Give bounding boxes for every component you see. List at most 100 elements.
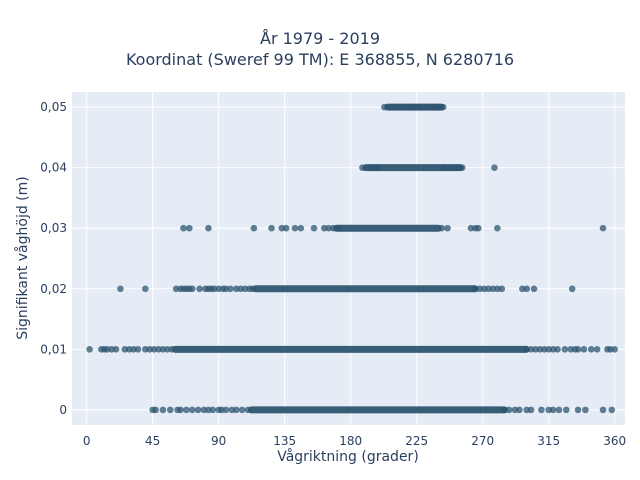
- data-point: [611, 346, 619, 353]
- data-point: [516, 406, 523, 414]
- data-point: [394, 103, 401, 111]
- data-point: [530, 285, 538, 293]
- data-point: [244, 406, 252, 414]
- dense-point-cluster: [252, 285, 479, 293]
- data-point: [527, 406, 535, 414]
- data-point: [549, 406, 557, 414]
- data-point: [177, 406, 184, 414]
- dense-point-cluster: [333, 224, 442, 232]
- x-tick-label: 90: [211, 434, 226, 448]
- data-point: [538, 406, 545, 414]
- y-tick-label: 0,05: [40, 100, 67, 114]
- data-point: [593, 346, 601, 353]
- data-point: [561, 346, 569, 353]
- data-point: [188, 285, 196, 293]
- y-tick-label: 0: [59, 403, 67, 417]
- plot-area: [72, 92, 625, 425]
- x-tick-label: 45: [145, 434, 160, 448]
- data-point: [205, 224, 212, 232]
- data-point: [580, 346, 588, 353]
- data-point: [249, 285, 256, 293]
- data-point: [505, 406, 513, 414]
- data-point: [523, 285, 531, 293]
- data-point: [554, 346, 561, 353]
- data-point: [335, 224, 343, 232]
- x-tick-label: 225: [405, 434, 428, 448]
- data-point: [438, 224, 445, 232]
- data-point: [180, 224, 187, 232]
- data-point: [222, 406, 230, 414]
- chart-title-line-2: Koordinat (Sweref 99 TM): E 368855, N 62…: [125, 50, 515, 69]
- data-point: [159, 406, 167, 414]
- data-point: [366, 164, 374, 171]
- data-point: [429, 103, 437, 111]
- data-point: [582, 406, 589, 414]
- x-tick-label: 180: [339, 434, 362, 448]
- data-point: [563, 406, 570, 414]
- data-point: [599, 406, 607, 414]
- x-axis-label: Vågriktning (grader): [277, 448, 419, 465]
- data-point: [423, 103, 431, 111]
- data-point: [194, 406, 202, 414]
- data-point: [444, 224, 451, 232]
- data-point: [238, 406, 246, 414]
- data-point: [186, 224, 193, 232]
- data-point: [555, 406, 563, 414]
- data-point: [250, 224, 258, 232]
- data-point: [297, 224, 305, 232]
- data-point: [282, 224, 290, 232]
- data-point: [183, 406, 190, 414]
- data-points: [86, 103, 619, 414]
- data-point: [574, 346, 582, 353]
- data-point: [417, 103, 425, 111]
- data-point: [291, 224, 299, 232]
- data-point: [608, 406, 616, 414]
- y-axis-label: Signifikant våghöjd (m): [14, 176, 31, 339]
- data-point: [359, 164, 366, 171]
- x-tick-label: 0: [83, 434, 91, 448]
- data-point: [196, 285, 203, 293]
- dense-point-cluster: [247, 406, 508, 414]
- data-point: [494, 224, 501, 232]
- data-point: [475, 224, 482, 232]
- data-point: [329, 224, 337, 232]
- chart-title-line-1: År 1979 - 2019: [260, 29, 380, 48]
- y-tick-label: 0,02: [40, 282, 67, 296]
- data-point: [400, 103, 407, 111]
- data-point: [491, 164, 498, 171]
- x-tick-label: 315: [537, 434, 560, 448]
- data-point: [373, 164, 381, 171]
- data-point: [498, 285, 506, 293]
- data-point: [388, 103, 396, 111]
- data-point: [117, 285, 124, 293]
- x-tick-label: 270: [471, 434, 494, 448]
- data-point: [599, 224, 607, 232]
- data-point: [227, 285, 234, 293]
- data-point: [447, 164, 454, 171]
- data-point: [152, 406, 159, 414]
- data-point: [166, 406, 174, 414]
- dense-point-cluster: [171, 345, 530, 353]
- y-tick-label: 0,01: [40, 342, 67, 356]
- data-point: [268, 224, 275, 232]
- data-point: [209, 406, 217, 414]
- y-tick-label: 0,03: [40, 221, 67, 235]
- data-point: [439, 103, 447, 111]
- data-point: [587, 346, 595, 353]
- data-point: [142, 285, 149, 293]
- data-point: [86, 346, 93, 353]
- data-point: [381, 103, 388, 111]
- data-point: [112, 346, 120, 353]
- x-tick-label: 360: [603, 434, 626, 448]
- data-point: [568, 285, 576, 293]
- data-point: [134, 346, 142, 353]
- data-point: [439, 164, 447, 171]
- data-point: [310, 224, 318, 232]
- data-point: [411, 103, 419, 111]
- tick-labels: 0 45 90 135 180 225 270 315 360 0 0,01 0,02 0,03 0,04…: [40, 100, 626, 448]
- data-point: [168, 346, 176, 353]
- data-point: [188, 406, 196, 414]
- data-point: [406, 103, 413, 111]
